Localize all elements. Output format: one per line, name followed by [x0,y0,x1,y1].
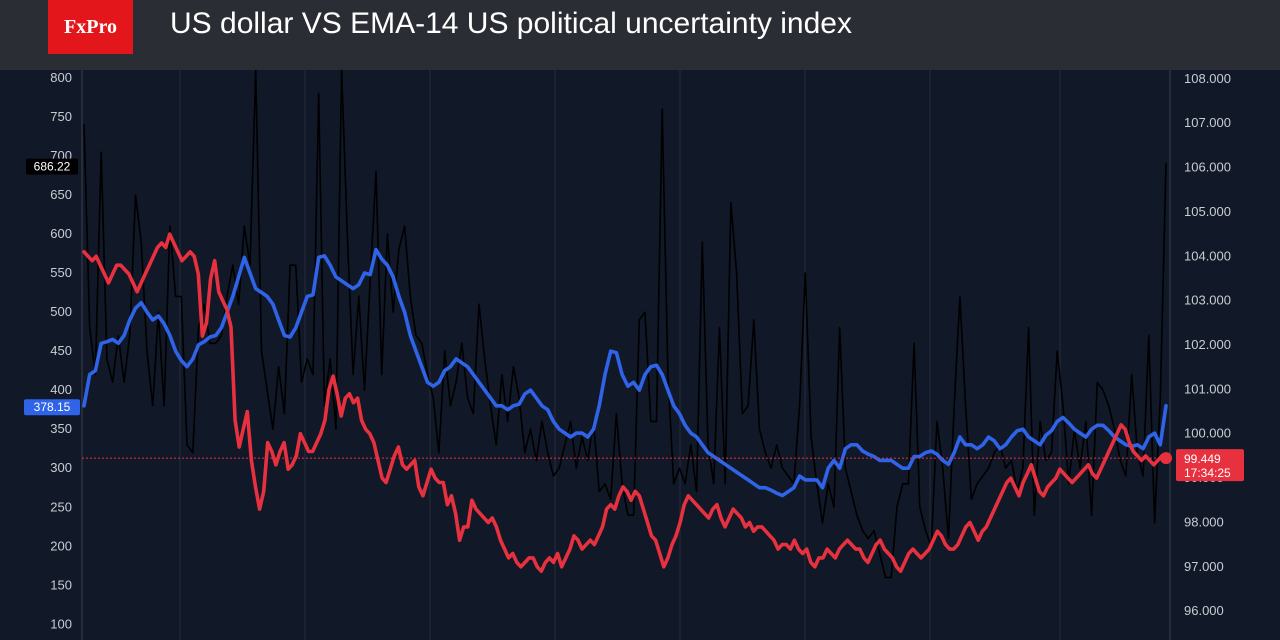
left-tick-label: 550 [50,265,72,280]
right-tick-label: 106.000 [1184,160,1231,175]
ema14-line [82,247,1168,498]
right-tick-label: 105.000 [1184,204,1231,219]
right-axis: 96.00097.00098.00099.000100.000101.00010… [1184,71,1231,618]
right-tick-label: 104.000 [1184,248,1231,263]
usd-index-line [82,232,1168,573]
left-tick-label: 450 [50,343,72,358]
right-tick-label: 102.000 [1184,337,1231,352]
index-last-badge [26,158,78,175]
ema-last-value: 378.15 [34,400,71,414]
right-tick-label: 107.000 [1184,115,1231,130]
fxpro-logo: FxPro [48,0,133,54]
grid-lines [81,70,1171,640]
right-tick-label: 100.000 [1184,426,1231,441]
left-tick-label: 800 [50,70,72,85]
right-tick-label: 108.000 [1184,71,1231,86]
right-tick-label: 98.000 [1184,514,1224,529]
usd-last-badge [1176,449,1244,482]
left-tick-label: 100 [50,616,72,631]
chart-area: 1001502002503003504004505005506006507007… [24,70,1244,640]
left-axis: 1001502002503003504004505005506006507007… [50,70,72,631]
left-tick-label: 600 [50,226,72,241]
left-tick-label: 750 [50,109,72,124]
left-tick-label: 300 [50,460,72,475]
left-tick-label: 650 [50,187,72,202]
usd-last-value: 99.449 [1184,452,1221,466]
chart-title: US dollar VS EMA-14 US political uncerta… [170,7,852,40]
right-tick-label: 96.000 [1184,603,1224,618]
left-tick-label: 150 [50,577,72,592]
series-group [82,70,1172,579]
chart-header: FxPro US dollar VS EMA-14 US political u… [0,0,1280,70]
right-tick-label: 101.000 [1184,381,1231,396]
right-tick-label: 97.000 [1184,559,1224,574]
right-tick-label: 103.000 [1184,293,1231,308]
usd-last-point [1160,452,1172,465]
index-last-value: 686.22 [34,160,71,174]
ema-last-badge [24,399,80,416]
political-uncertainty-line [83,70,1167,579]
left-tick-label: 500 [50,304,72,319]
left-tick-label: 350 [50,421,72,436]
usd-countdown: 17:34:25 [1184,466,1231,480]
left-tick-label: 400 [50,382,72,397]
left-tick-label: 250 [50,499,72,514]
left-tick-label: 200 [50,538,72,553]
